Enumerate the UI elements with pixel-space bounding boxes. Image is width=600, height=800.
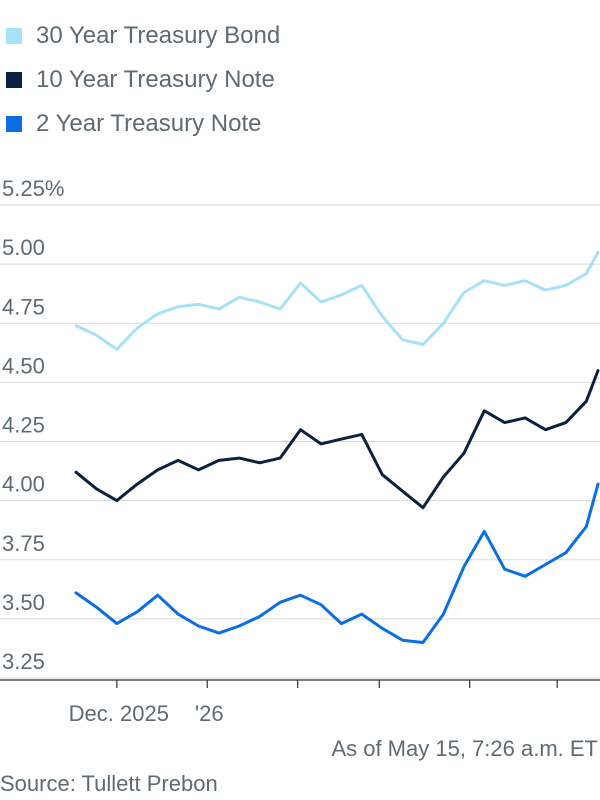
source-note: Source: Tullett Prebon (0, 771, 218, 796)
y-tick-label: 5.00 (2, 235, 45, 260)
y-tick-label: 3.75 (2, 531, 45, 556)
legend-label-2-year-note: 2 Year Treasury Note (36, 110, 262, 137)
legend-label-10-year-note: 10 Year Treasury Note (36, 66, 275, 93)
x-tick-label: Dec. 2025 (69, 701, 169, 726)
y-tick-label: 5.25% (2, 176, 64, 201)
y-tick-label: 3.25 (2, 649, 45, 674)
x-axis: Dec. 2025 '26 (0, 679, 600, 726)
grid-lines (0, 204, 600, 679)
y-axis-tick-labels: 5.25% 5.00 4.75 4.50 4.25 4.00 3.75 3.50 3.25 (2, 176, 64, 674)
as-of-timestamp: As of May 15, 7:26 a.m. ET (331, 736, 598, 761)
legend-item-2-year-note: 2 Year Treasury Note (6, 102, 280, 146)
legend-swatch-10-year-note (6, 72, 22, 88)
y-tick-label: 4.00 (2, 472, 45, 497)
series-line-0 (74, 250, 600, 351)
y-tick-label: 3.50 (2, 590, 45, 615)
y-tick-label: 4.75 (2, 294, 45, 319)
legend-label-30-year-bond: 30 Year Treasury Bond (36, 22, 281, 49)
series-lines (74, 250, 600, 644)
legend-item-10-year-note: 10 Year Treasury Note (6, 58, 280, 102)
x-tick-label: '26 (195, 701, 224, 726)
series-line-1 (74, 369, 600, 510)
series-line-2 (74, 482, 600, 644)
y-tick-label: 4.25 (2, 413, 45, 438)
legend-item-30-year-bond: 30 Year Treasury Bond (6, 14, 280, 58)
legend-swatch-2-year-note (6, 116, 22, 132)
chart-legend: 30 Year Treasury Bond 10 Year Treasury N… (6, 14, 280, 146)
y-tick-label: 4.50 (2, 353, 45, 378)
legend-swatch-30-year-bond (6, 28, 22, 44)
